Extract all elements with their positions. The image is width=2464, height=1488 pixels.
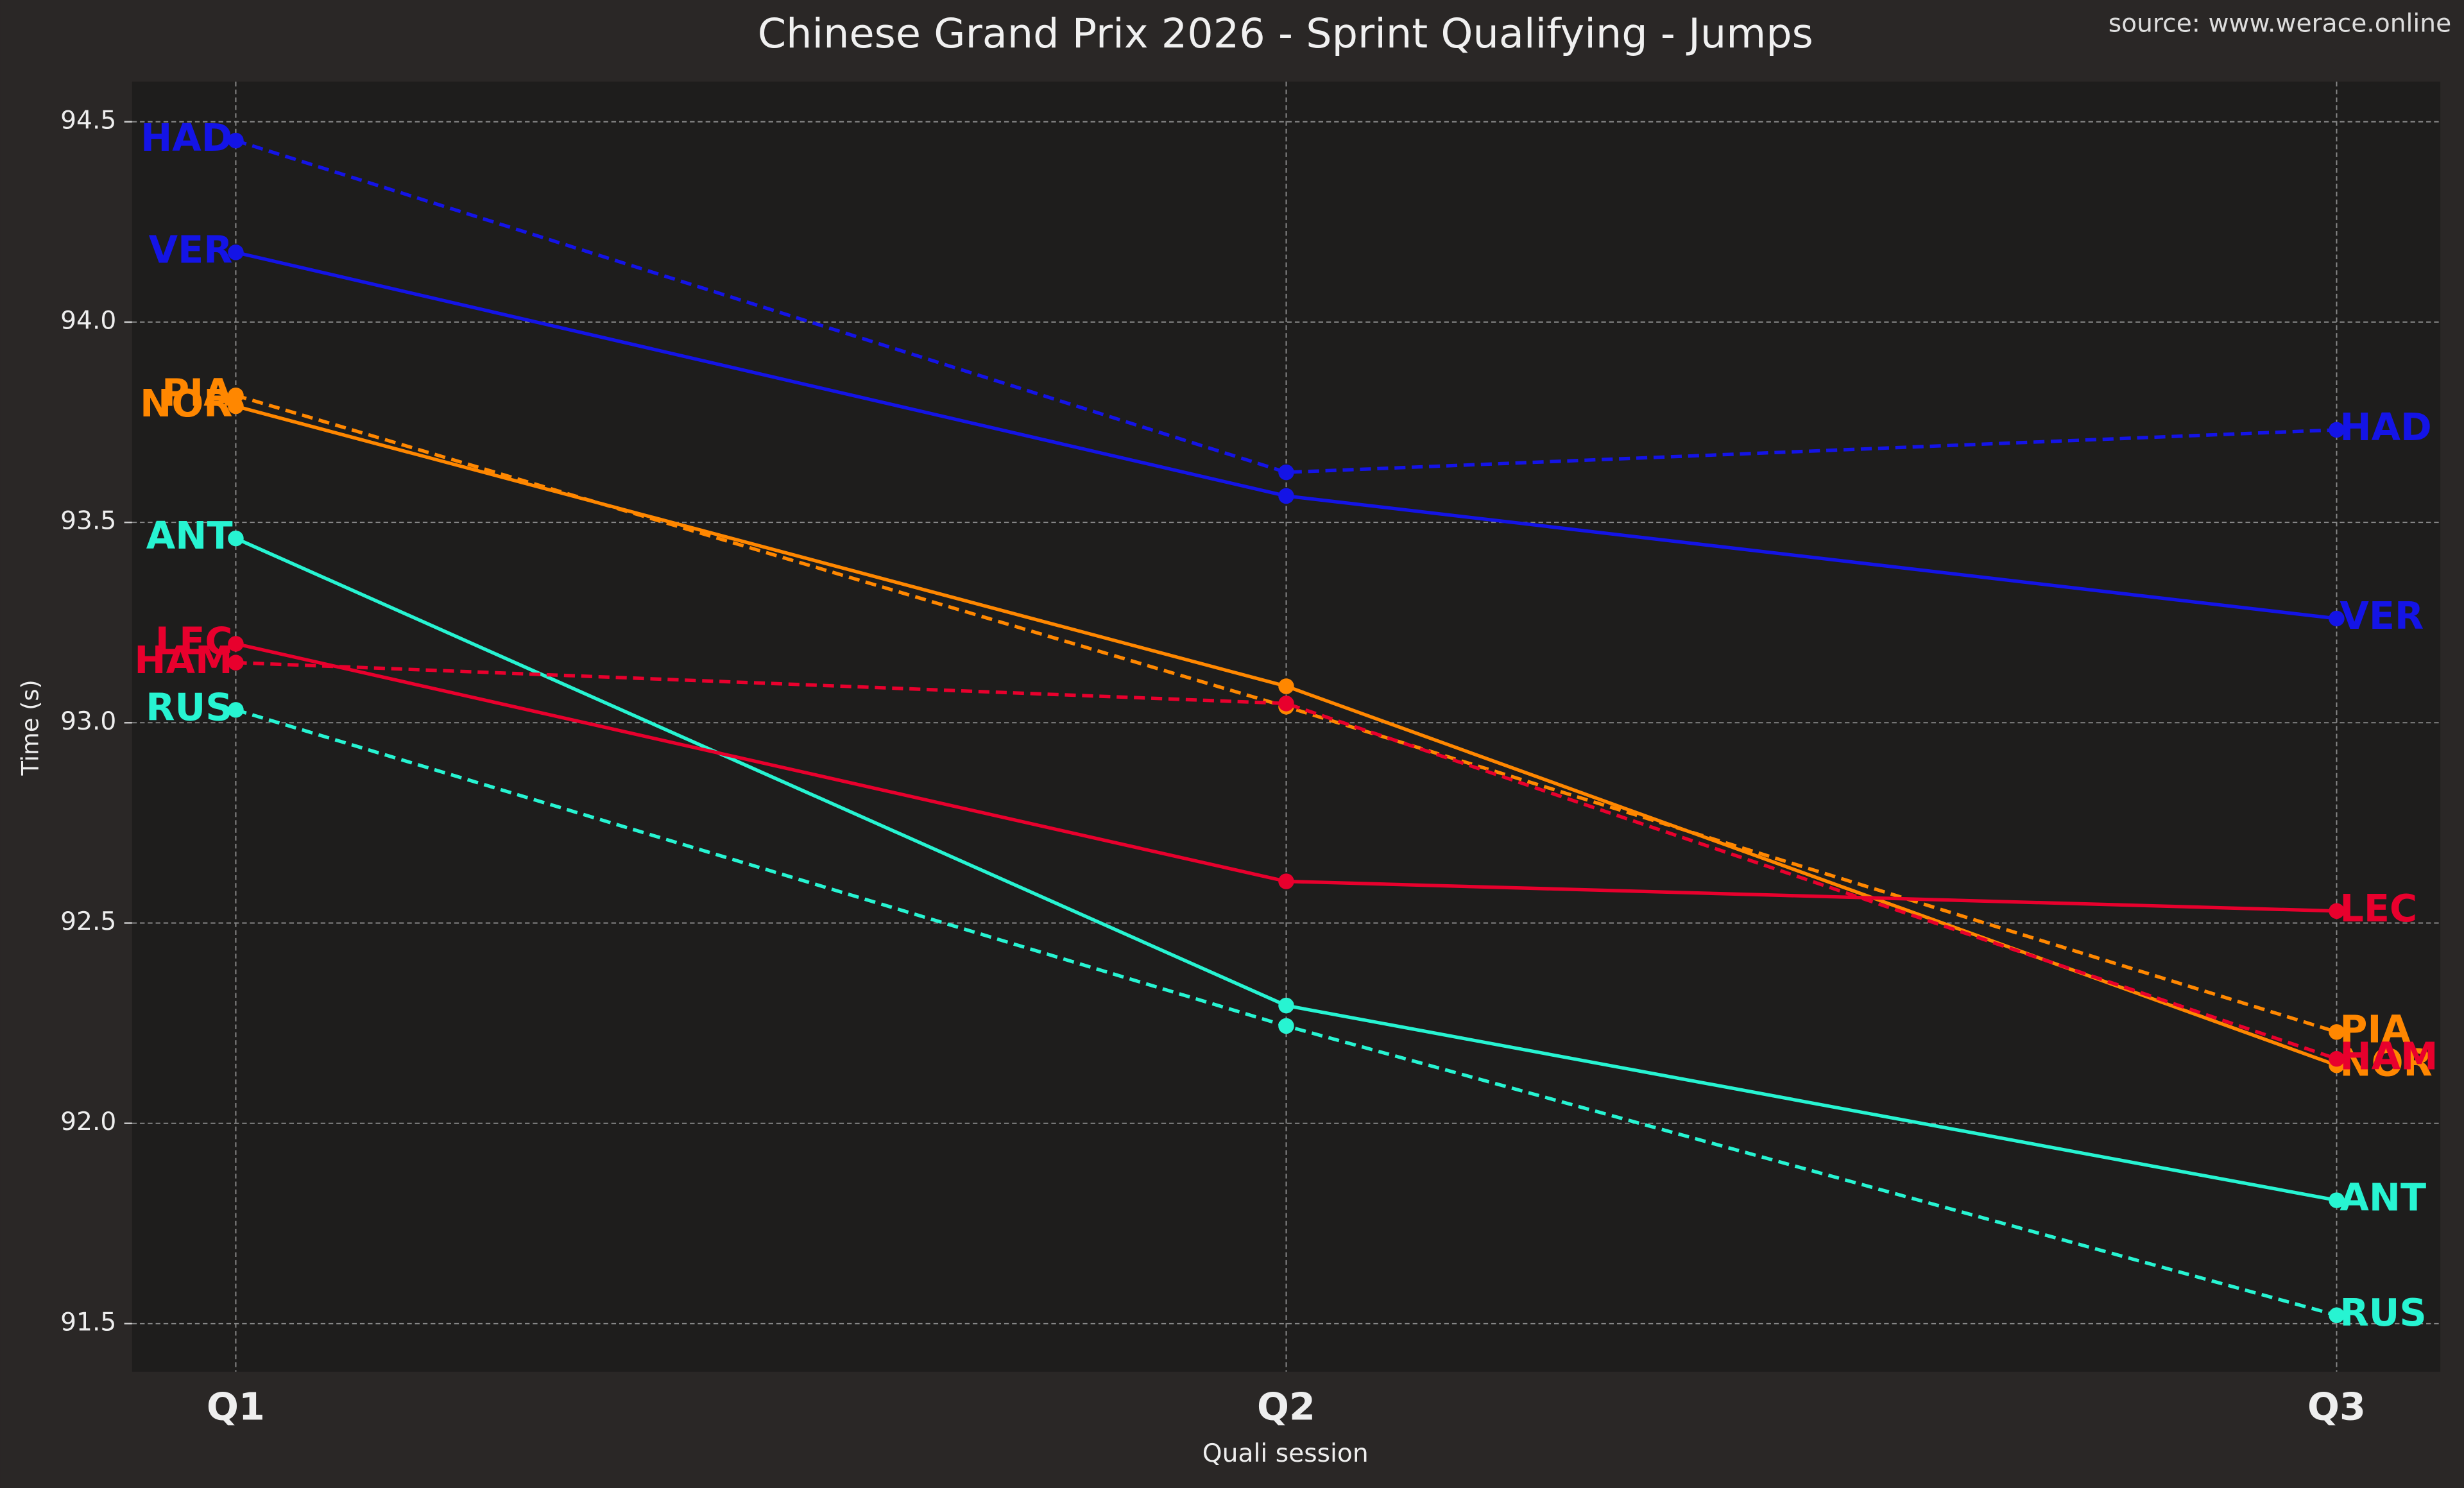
series-label: PIA — [2340, 1007, 2411, 1051]
point — [1278, 1018, 1294, 1034]
y-tick-label: 91.5 — [60, 1308, 116, 1337]
series-line — [235, 660, 2338, 1061]
series-label: NOR — [2340, 1040, 2432, 1084]
y-tick-label: 92.0 — [60, 1107, 116, 1136]
point — [228, 398, 244, 415]
point — [2329, 610, 2345, 627]
point — [228, 636, 244, 652]
series-line — [235, 139, 2337, 474]
point — [2329, 903, 2345, 919]
series-label: VER — [2340, 594, 2424, 638]
x-tick-label: Q3 — [2307, 1385, 2366, 1429]
y-tick-label: 93.5 — [60, 507, 116, 536]
point — [1278, 997, 1294, 1014]
series-label: HAM — [2340, 1034, 2438, 1078]
plot: 91.5 92.0 92.5 93.0 93.5 94.0 94.5 Q1 Q2 Q3 HAD HAD… — [60, 81, 2441, 1429]
series-label: LEC — [155, 619, 233, 663]
x-tick-label: Q1 — [207, 1385, 265, 1429]
point — [2329, 1307, 2345, 1323]
point — [228, 132, 244, 149]
series-label: ANT — [146, 513, 233, 558]
point — [228, 387, 244, 404]
point — [228, 530, 244, 547]
point — [2329, 1192, 2345, 1208]
point — [2329, 1024, 2345, 1040]
point — [228, 244, 244, 261]
point — [2329, 1050, 2345, 1067]
series-label: NOR — [140, 381, 232, 425]
chart-title: Chinese Grand Prix 2026 - Sprint Qualify… — [758, 10, 1813, 58]
point — [1278, 464, 1294, 481]
series-label: ANT — [2340, 1176, 2426, 1220]
point — [1278, 696, 1294, 712]
point — [228, 654, 244, 671]
point — [1278, 873, 1294, 889]
series-label: RUS — [146, 685, 232, 729]
source: source: www.werace.online — [2109, 10, 2452, 38]
y-tick-label: 93.0 — [60, 707, 116, 736]
point — [2329, 422, 2345, 438]
series-label: HAD — [2340, 405, 2431, 449]
series-label: HAM — [134, 638, 232, 682]
point — [1278, 678, 1294, 694]
y-tick-label: 94.0 — [60, 306, 116, 335]
series-label: HAD — [141, 115, 232, 160]
point — [1278, 488, 1294, 504]
series-label: VER — [149, 227, 233, 271]
y-tick-label: 92.5 — [60, 907, 116, 936]
y-axis-label: Time (s) — [17, 680, 44, 776]
series-label: RUS — [2340, 1290, 2426, 1335]
x-axis-label: Quali session — [1202, 1439, 1369, 1468]
y-tick-label: 94.5 — [60, 106, 116, 135]
x-tick-label: Q2 — [1257, 1385, 1315, 1429]
point — [228, 702, 244, 718]
series-label: PIA — [162, 370, 233, 415]
series-label: LEC — [2340, 886, 2417, 930]
